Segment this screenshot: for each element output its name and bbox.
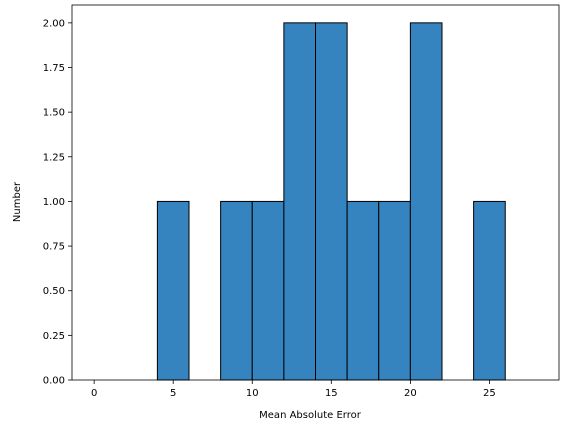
y-tick-label: 1.25: [43, 152, 65, 163]
y-tick-label: 0.75: [43, 242, 65, 253]
x-tick-label: 20: [404, 388, 417, 399]
plot-frame: [71, 4, 560, 381]
x-tick-label: 10: [246, 388, 259, 399]
histogram-bar: [378, 200, 411, 381]
y-tick-label: 1.00: [43, 197, 65, 208]
x-tick-label: 5: [170, 388, 176, 399]
y-tick-label: 0.50: [43, 286, 65, 297]
x-tick-label: 0: [91, 388, 97, 399]
histogram-bar: [220, 200, 253, 381]
x-tick-label: 15: [325, 388, 338, 399]
histogram-bar: [346, 200, 380, 381]
x-tick-label: 25: [483, 388, 496, 399]
x-axis-ticks: 0 5 10 15 20 25: [91, 380, 496, 399]
histogram-bar: [315, 22, 348, 381]
y-tick-label: 1.50: [43, 108, 65, 119]
histogram-bar: [473, 200, 506, 381]
x-axis-label: Mean Absolute Error: [259, 410, 362, 421]
y-tick-label: 0.25: [43, 331, 65, 342]
y-tick-label: 1.75: [43, 63, 65, 74]
histogram-bar: [409, 22, 443, 381]
histogram-bar: [156, 200, 190, 381]
histogram-bar: [251, 200, 285, 381]
bars-group: [156, 22, 506, 381]
y-tick-label: 2.00: [43, 18, 65, 29]
y-axis-ticks: 0.00 0.25 0.50 0.75 1.00 1.25 1.50 1.75 2.00: [43, 18, 72, 387]
y-tick-label: 0.00: [43, 376, 65, 387]
histogram-bar: [283, 22, 316, 381]
y-axis-label: Number: [12, 181, 23, 222]
